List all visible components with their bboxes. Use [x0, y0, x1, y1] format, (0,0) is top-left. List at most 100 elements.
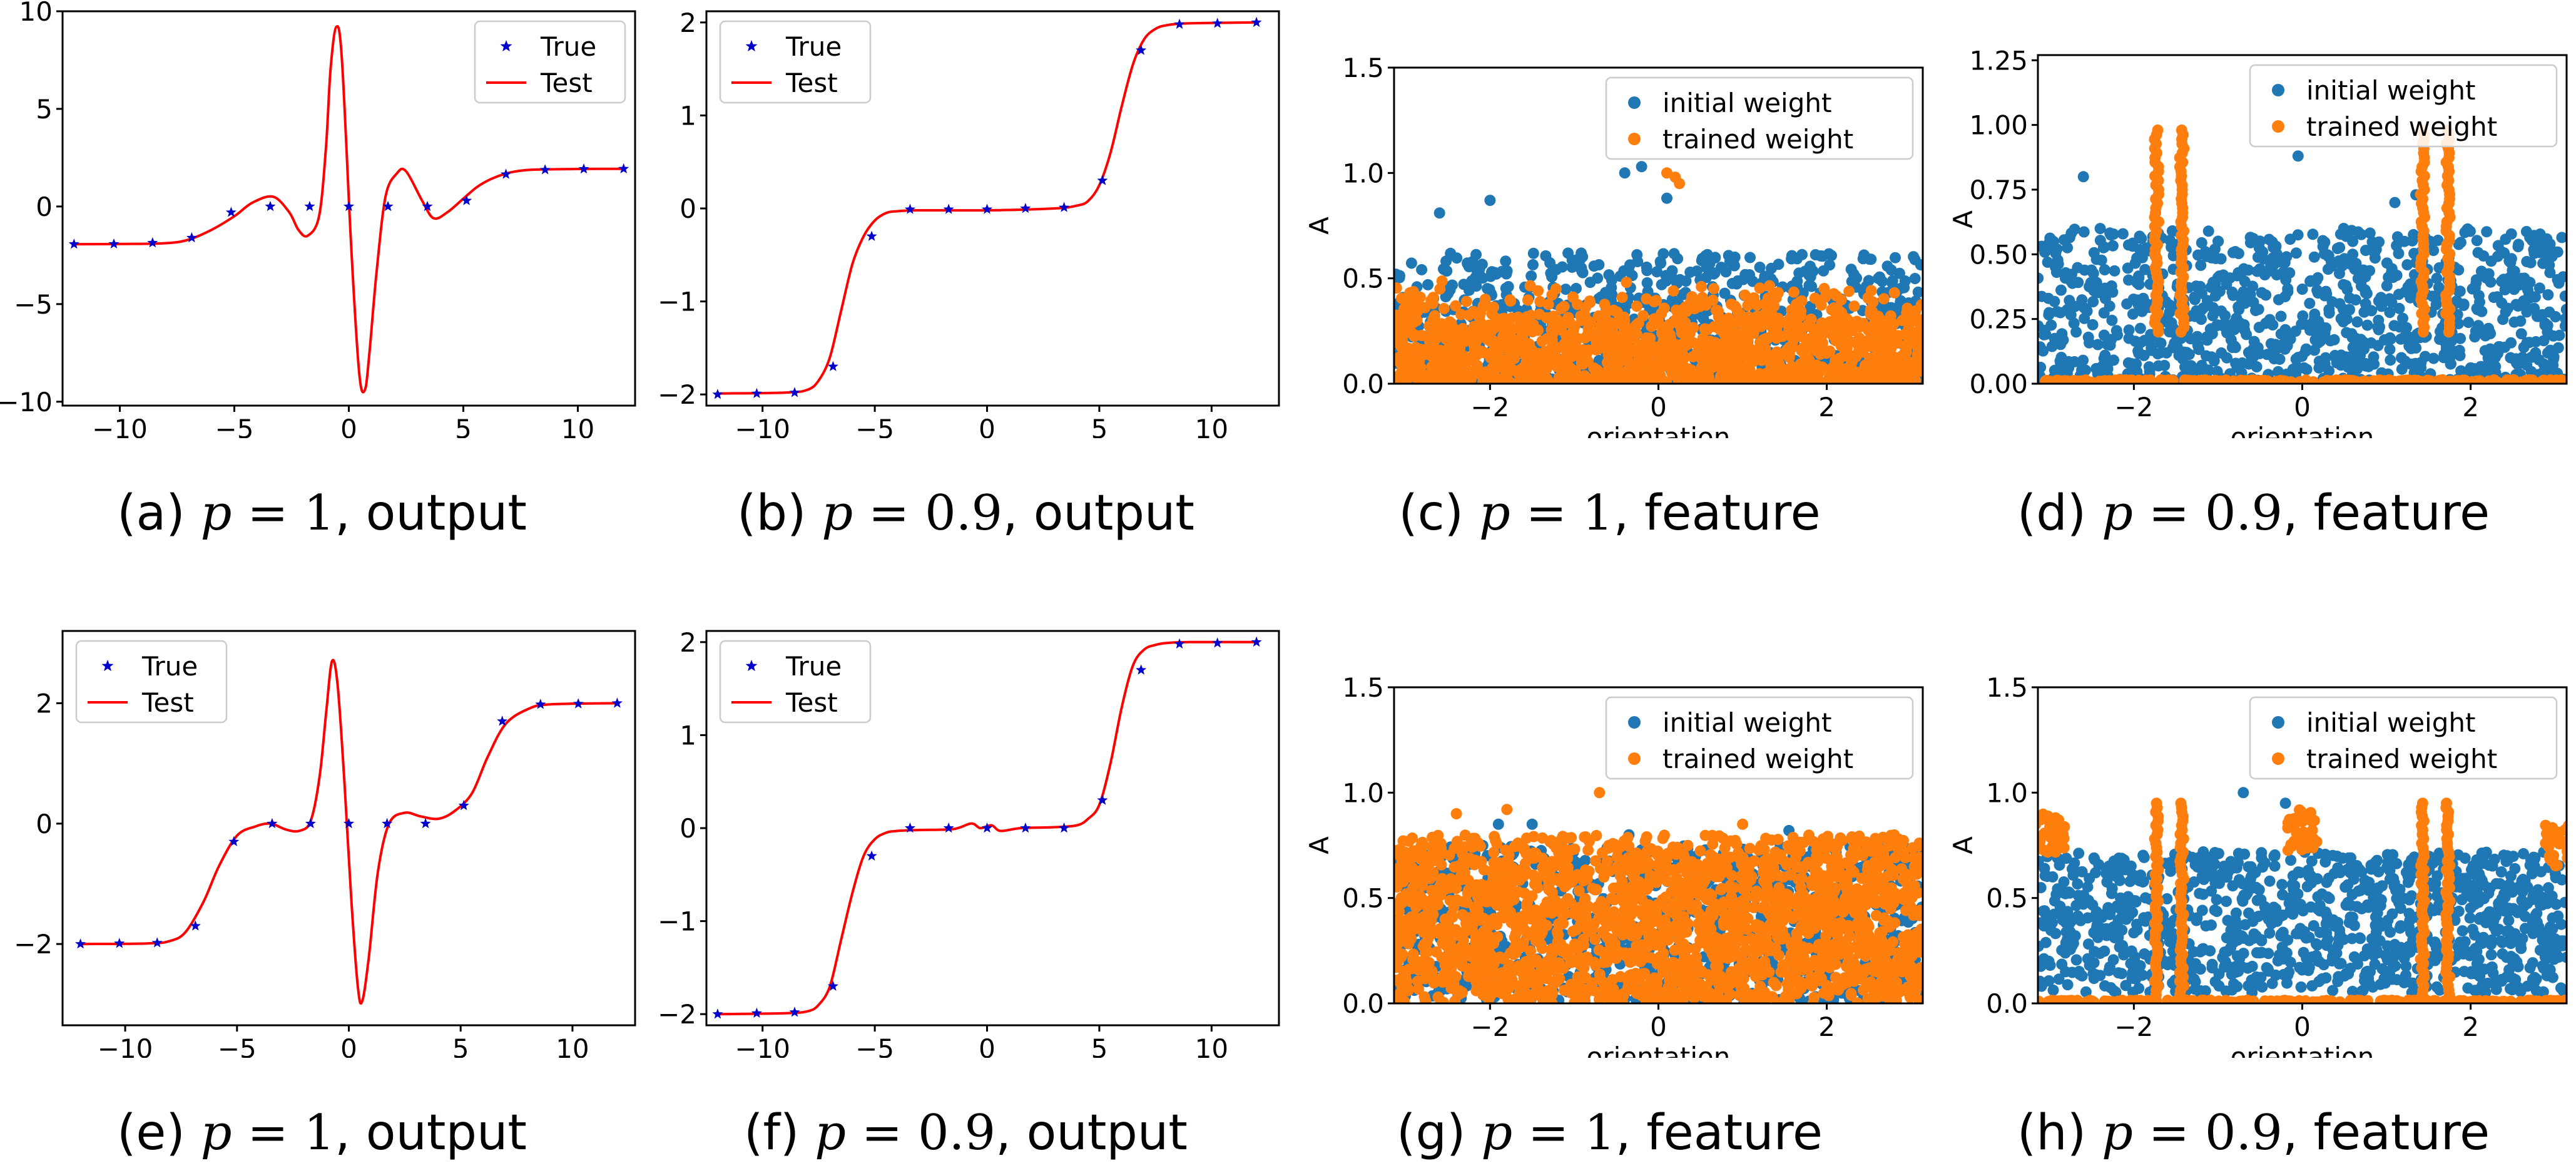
scatter-point — [2087, 319, 2099, 330]
scatter-point — [1423, 332, 1434, 344]
scatter-point — [2201, 250, 2212, 262]
scatter-point — [1500, 268, 1512, 280]
y-tick-label: 0 — [680, 813, 696, 844]
scatter-point — [2278, 266, 2289, 278]
data-point-true — [190, 920, 201, 931]
scatter-point — [1677, 341, 1689, 353]
scatter-point — [2079, 312, 2090, 324]
scatter-point — [1592, 272, 1604, 284]
scatter-point — [2358, 306, 2370, 318]
scatter-point — [2094, 376, 2105, 384]
scatter-point — [2282, 283, 2294, 295]
x-tick-label: 5 — [455, 414, 472, 438]
data-point-true — [789, 387, 800, 397]
scatter-point — [2355, 275, 2367, 287]
scatter-point — [2197, 302, 2209, 314]
data-point-true — [573, 698, 584, 709]
scatter-point — [1568, 376, 1580, 384]
scatter-point — [1758, 351, 1770, 363]
scatter-point — [2415, 362, 2427, 374]
data-point-true — [108, 238, 120, 248]
scatter-point — [1805, 264, 1817, 276]
scatter-point — [2233, 304, 2245, 315]
legend-marker — [500, 40, 512, 52]
scatter-point — [1784, 313, 1796, 325]
data-point-true — [943, 822, 954, 833]
scatter-point — [2126, 374, 2138, 384]
scatter-point — [1397, 330, 1408, 342]
data-point-true — [186, 232, 197, 243]
series-trained-weight — [2040, 124, 2567, 384]
scatter-point — [1426, 295, 1438, 307]
scatter-point — [1655, 257, 1667, 269]
scatter-point — [2068, 317, 2080, 329]
scatter-point — [1434, 344, 1446, 356]
legend-label: True — [785, 31, 842, 62]
scatter-point — [1881, 354, 1893, 366]
scatter-point — [1459, 351, 1470, 362]
scatter-point — [2127, 237, 2139, 249]
scatter-point — [1727, 376, 1739, 384]
scatter-point — [1724, 255, 1736, 267]
scatter-point — [2453, 264, 2465, 276]
scatter-point — [2395, 333, 2406, 345]
scatter-point — [2341, 229, 2352, 241]
data-point-true — [1136, 44, 1147, 55]
scatter-point — [1709, 320, 1721, 332]
scatter-point — [1475, 307, 1487, 319]
x-tick-label: −10 — [98, 1033, 153, 1058]
data-point-true — [458, 799, 469, 811]
data-point-true — [461, 195, 472, 205]
scatter-point — [1556, 261, 1568, 273]
data-point-true — [1212, 18, 1223, 28]
scatter-point — [2206, 351, 2217, 363]
scatter-point — [2384, 344, 2396, 356]
panel-d: −2 0 2 0.00 0.25 0.50 0.75 1.00 1.25 orientation A… — [1932, 0, 2575, 453]
scatter-point — [2335, 376, 2347, 384]
y-tick-label: 0.25 — [1969, 304, 2028, 335]
scatter-point — [2347, 248, 2359, 260]
scatter-point — [1411, 314, 1423, 326]
scatter-point — [1739, 269, 1751, 280]
scatter-point — [1841, 347, 1853, 359]
scatter-point — [2070, 326, 2082, 338]
scatter-point — [1532, 354, 1543, 366]
legend-marker — [101, 660, 114, 672]
x-tick-label: −5 — [855, 1033, 894, 1058]
scatter-point — [1601, 357, 1613, 369]
x-axis-label: orientation — [1587, 422, 1731, 438]
scatter-point — [1691, 371, 1703, 383]
scatter-point — [1488, 376, 1500, 384]
scatter-point — [2217, 269, 2229, 281]
legend-marker — [745, 40, 758, 52]
scatter-point — [1500, 343, 1512, 355]
scatter-point — [2484, 343, 2496, 355]
scatter-point — [2196, 237, 2207, 248]
scatter-point — [1539, 372, 1550, 384]
scatter-point — [2270, 376, 2282, 384]
legend-label: initial weight — [2306, 75, 2475, 106]
scatter-point — [2455, 332, 2467, 344]
scatter-point — [1739, 289, 1751, 301]
data-point-true — [1059, 202, 1070, 212]
scatter-point — [2139, 375, 2151, 384]
data-point-true — [982, 203, 993, 214]
scatter-point — [2206, 376, 2218, 384]
scatter-point — [1768, 366, 1780, 377]
scatter-point — [1888, 287, 1900, 299]
scatter-point — [1469, 344, 1481, 356]
data-point-true — [866, 850, 877, 861]
scatter-point — [1609, 341, 1621, 352]
scatter-point — [2389, 197, 2401, 208]
scatter-point — [1488, 337, 1500, 349]
scatter-point — [1579, 370, 1591, 382]
scatter-point — [2076, 294, 2088, 306]
scatter-point — [2347, 342, 2359, 353]
scatter-point — [2101, 339, 2113, 350]
scatter-point — [1729, 300, 1741, 312]
scatter-point — [1738, 346, 1750, 357]
scatter-point — [1419, 302, 1431, 314]
scatter-point — [2463, 317, 2475, 329]
scatter-point — [2500, 233, 2512, 245]
